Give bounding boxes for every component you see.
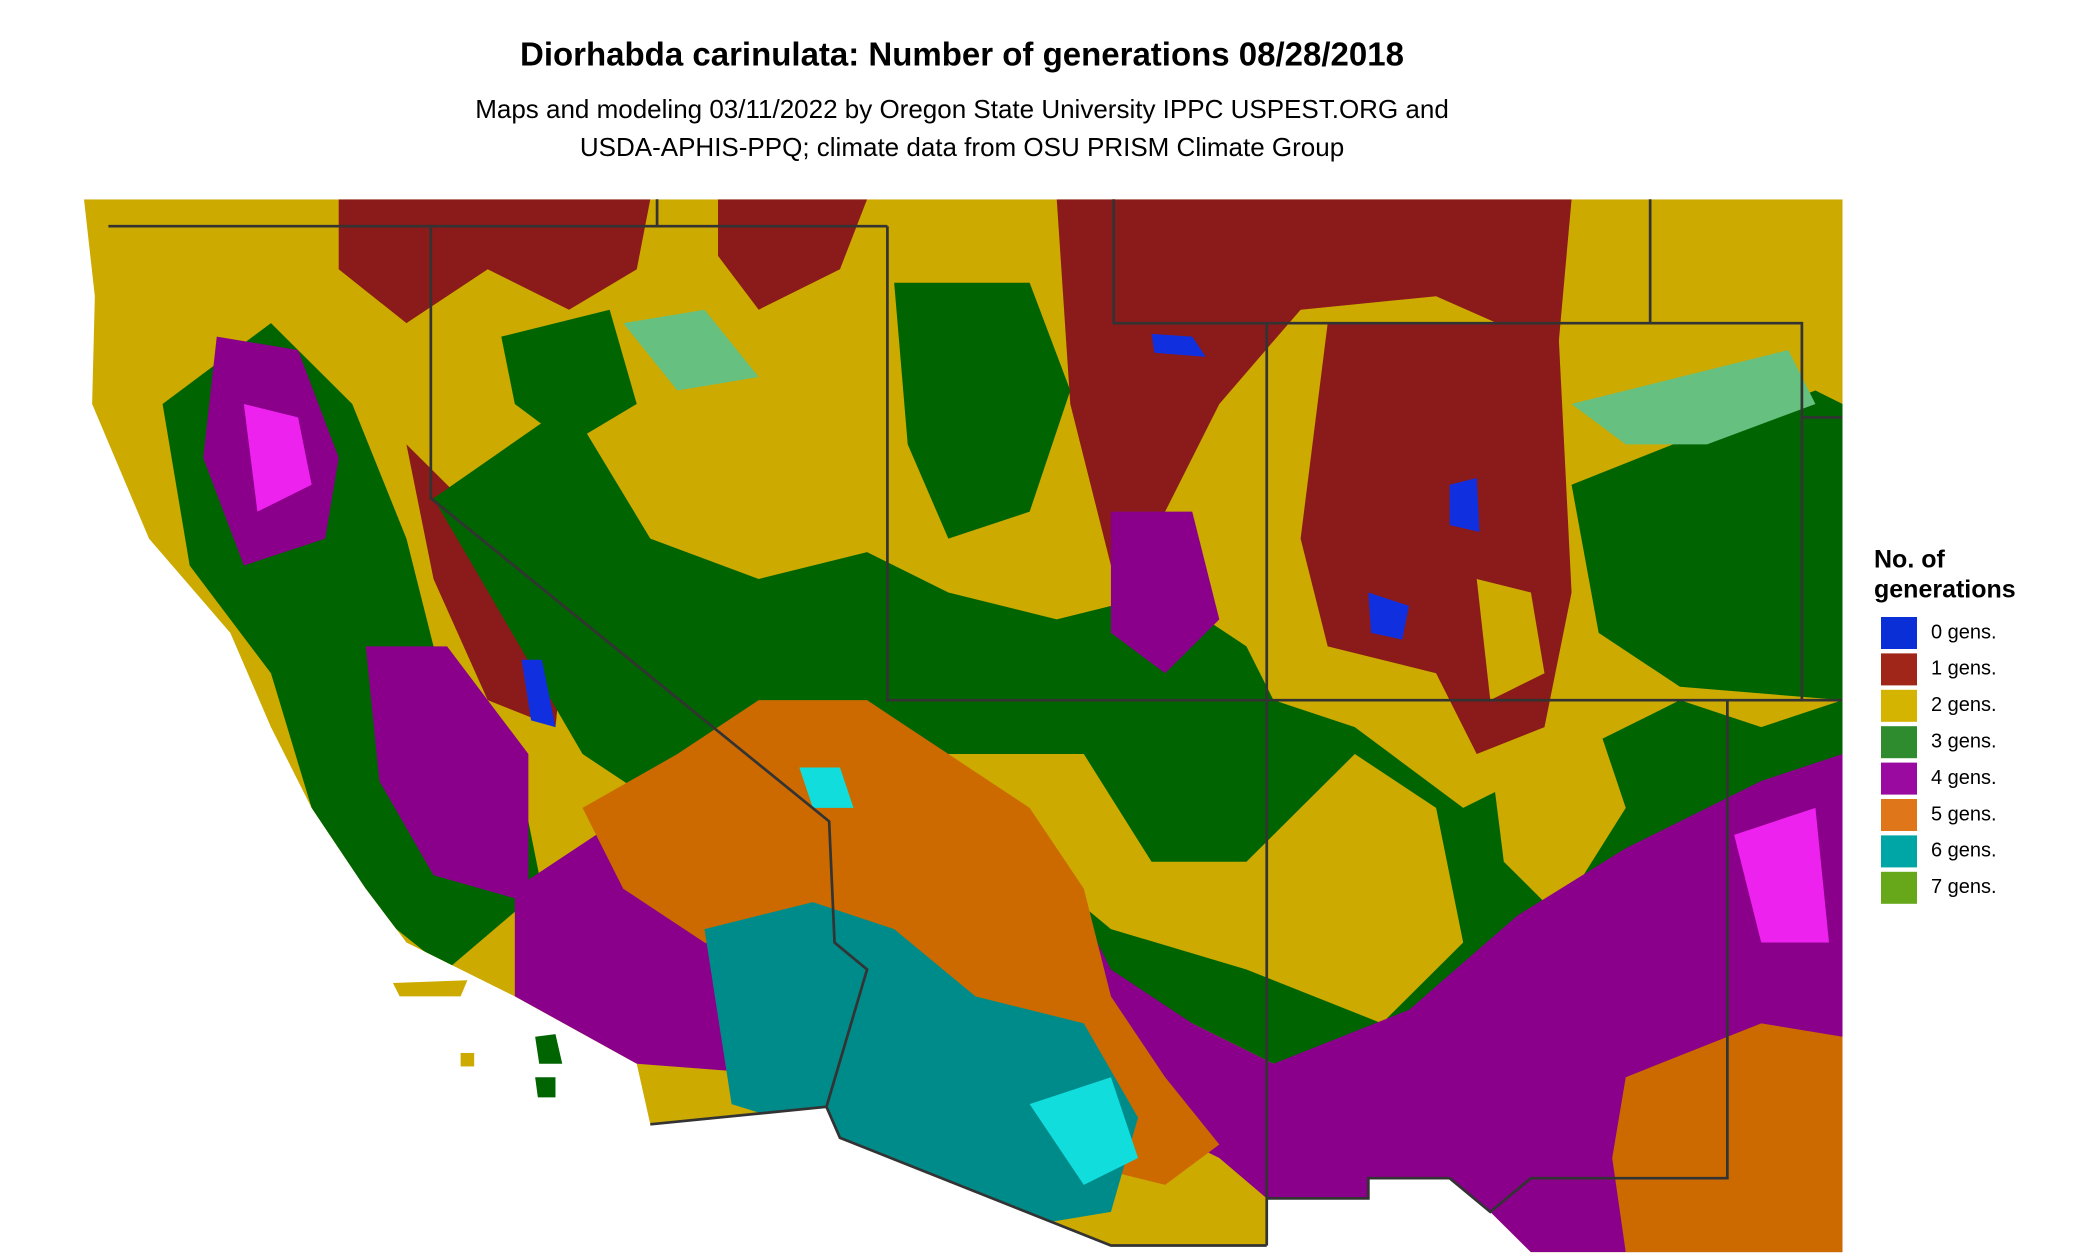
legend-label: 5 gens.: [1931, 803, 1997, 825]
legend: No. of generations 0 gens. 1 gens. 2 gens.…: [1874, 546, 2016, 904]
map-title: Diorhabda carinulata: Number of generati…: [520, 36, 1404, 73]
legend-swatch: [1881, 835, 1917, 868]
map-subtitle: USDA-APHIS-PPQ; climate data from OSU PR…: [580, 132, 1344, 162]
legend-swatch: [1881, 689, 1917, 722]
legend-label: 3 gens.: [1931, 730, 1997, 752]
legend-label: 4 gens.: [1931, 767, 1997, 789]
legend-label: 1 gens.: [1931, 658, 1997, 680]
legend-label: 6 gens.: [1931, 840, 1997, 862]
legend-label: 0 gens.: [1931, 621, 1997, 643]
map: [83, 199, 1843, 1253]
legend-title: generations: [1874, 576, 2016, 604]
map-subtitle: Maps and modeling 03/11/2022 by Oregon S…: [475, 94, 1449, 124]
legend-swatch: [1881, 653, 1917, 686]
legend-swatch: [1881, 617, 1917, 649]
legend-label: 2 gens.: [1931, 694, 1997, 716]
legend-swatch: [1881, 762, 1917, 795]
legend-swatch: [1881, 871, 1917, 904]
legend-title: No. of: [1874, 546, 1945, 574]
legend-swatch: [1881, 726, 1917, 759]
legend-swatch: [1881, 799, 1917, 831]
legend-label: 7 gens.: [1931, 876, 1997, 898]
